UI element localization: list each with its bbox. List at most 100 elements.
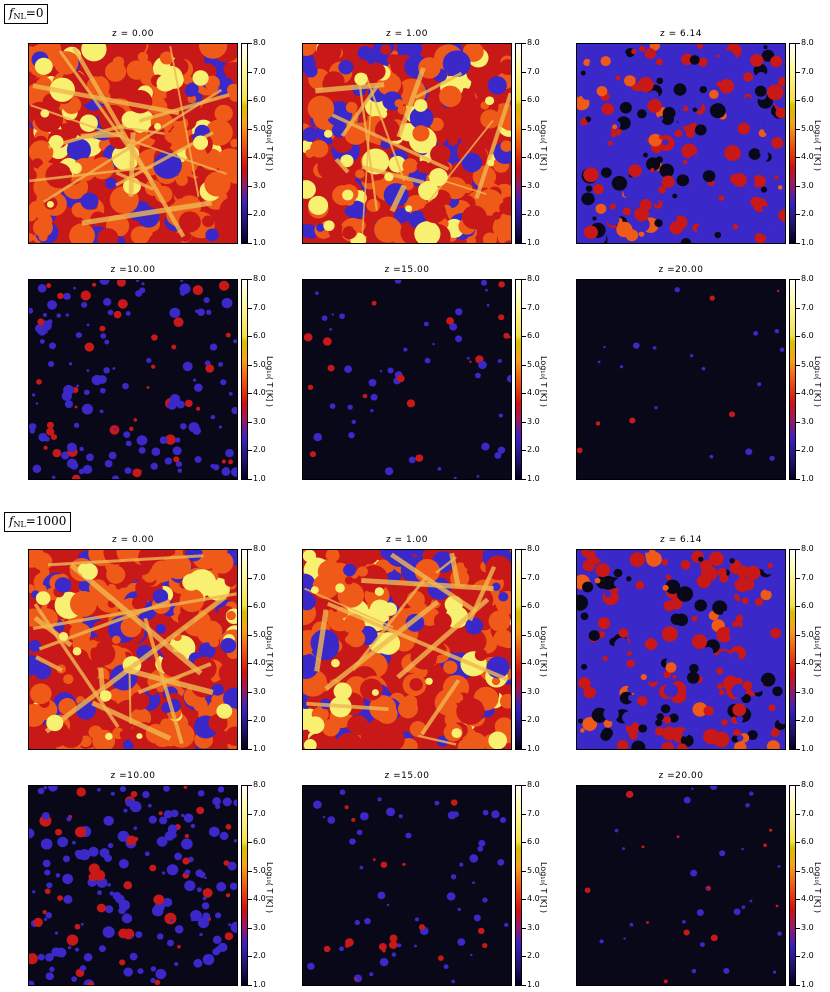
colorbar-axis-label: Log₁₀( T [K] ) bbox=[813, 356, 822, 407]
colorbar-tick-label: 3.0 bbox=[527, 416, 540, 426]
colorbar-tick bbox=[522, 100, 526, 102]
colorbar-axis-label: Log₁₀( T [K] ) bbox=[813, 120, 822, 171]
colorbar-tick bbox=[248, 307, 252, 309]
colorbar-tick-label: 5.0 bbox=[253, 359, 266, 369]
colorbar-tick-label: 8.0 bbox=[801, 274, 814, 283]
colorbar-tick bbox=[522, 663, 526, 665]
colorbar-tick-label: 1.0 bbox=[253, 474, 266, 483]
map-panel: z =15.00 8.0 7.0 6.0 5.0 4.0 3.0 2.0 1.0 Log₁₀( T… bbox=[302, 771, 560, 989]
colorbar-tick bbox=[796, 899, 800, 901]
temperature-map-image bbox=[28, 549, 238, 750]
section-label-fnl-0: fNL=0 bbox=[4, 4, 49, 24]
colorbar-tick-label: 4.0 bbox=[253, 658, 266, 668]
colorbar-tick bbox=[796, 813, 800, 815]
map-panel: z =20.00 8.0 7.0 6.0 5.0 4.0 3.0 2.0 1.0 Log₁₀( T… bbox=[576, 771, 830, 989]
panel-title: z =20.00 bbox=[658, 771, 704, 781]
colorbar-tick-label: 6.0 bbox=[253, 95, 266, 105]
map-panel: z = 6.14 8.0 7.0 6.0 5.0 4.0 3.0 2.0 1.0 Log₁₀( T… bbox=[576, 535, 830, 753]
colorbar-tick-label: 5.0 bbox=[801, 123, 814, 133]
colorbar-tick-label: 6.0 bbox=[801, 601, 814, 611]
colorbar-tick bbox=[248, 100, 252, 102]
colorbar-tick-label: 4.0 bbox=[801, 894, 814, 904]
colorbar-tick-label: 7.0 bbox=[253, 572, 266, 582]
colorbar-tick bbox=[248, 479, 252, 480]
colorbar-tick-label: 8.0 bbox=[527, 780, 540, 789]
colorbar-tick bbox=[522, 71, 526, 73]
colorbar-tick bbox=[796, 243, 800, 244]
colorbar-tick bbox=[522, 956, 526, 958]
colorbar-tick-label: 3.0 bbox=[801, 180, 814, 190]
colorbar-tick-label: 5.0 bbox=[253, 629, 266, 639]
colorbar-tick-label: 1.0 bbox=[253, 980, 266, 989]
colorbar-tick-label: 1.0 bbox=[253, 238, 266, 247]
colorbar-tick bbox=[248, 691, 252, 693]
colorbar-tick bbox=[522, 128, 526, 130]
colorbar-tick bbox=[248, 71, 252, 73]
colorbar-tick bbox=[796, 336, 800, 338]
colorbar-tick-label: 2.0 bbox=[253, 445, 266, 455]
colorbar-tick-label: 7.0 bbox=[527, 572, 540, 582]
colorbar-axis-label: Log₁₀( T [K] ) bbox=[265, 626, 274, 677]
colorbar-tick bbox=[796, 71, 800, 73]
colorbar-tick-label: 4.0 bbox=[801, 152, 814, 162]
colorbar-axis-label: Log₁₀( T [K] ) bbox=[539, 862, 548, 913]
colorbar-tick bbox=[522, 785, 526, 786]
colorbar-tick bbox=[796, 100, 800, 102]
colorbar-tick bbox=[796, 307, 800, 309]
colorbar-tick bbox=[522, 606, 526, 608]
colorbar-tick bbox=[796, 956, 800, 958]
colorbar-tick bbox=[796, 577, 800, 579]
colorbar-tick bbox=[796, 128, 800, 130]
colorbar-tick-label: 8.0 bbox=[527, 544, 540, 553]
colorbar-axis-label: Log₁₀( T [K] ) bbox=[265, 356, 274, 407]
panel-title: z = 6.14 bbox=[659, 535, 703, 545]
colorbar bbox=[241, 43, 248, 244]
colorbar-tick bbox=[522, 927, 526, 929]
colorbar-tick bbox=[796, 421, 800, 423]
colorbar-tick bbox=[248, 985, 252, 986]
colorbar-tick-label: 4.0 bbox=[253, 388, 266, 398]
colorbar-tick bbox=[522, 336, 526, 338]
colorbar-tick bbox=[522, 279, 526, 280]
panel-title: z = 0.00 bbox=[111, 535, 155, 545]
colorbar-tick bbox=[522, 43, 526, 44]
colorbar-tick-label: 6.0 bbox=[253, 601, 266, 611]
colorbar-tick-label: 6.0 bbox=[253, 331, 266, 341]
colorbar-tick bbox=[796, 785, 800, 786]
map-panel: z =10.00 8.0 7.0 6.0 5.0 4.0 3.0 2.0 1.0 Log₁₀( T… bbox=[28, 771, 286, 989]
colorbar bbox=[515, 785, 522, 986]
colorbar-tick-label: 8.0 bbox=[253, 38, 266, 47]
colorbar-tick bbox=[248, 549, 252, 550]
colorbar-tick bbox=[248, 663, 252, 665]
colorbar-tick-label: 7.0 bbox=[253, 808, 266, 818]
colorbar-tick-label: 7.0 bbox=[527, 66, 540, 76]
colorbar-tick-label: 2.0 bbox=[801, 951, 814, 961]
colorbar-tick-label: 5.0 bbox=[527, 629, 540, 639]
colorbar-tick-label: 4.0 bbox=[801, 658, 814, 668]
colorbar-tick bbox=[522, 157, 526, 159]
colorbar-tick bbox=[796, 549, 800, 550]
colorbar-tick-label: 3.0 bbox=[527, 686, 540, 696]
colorbar-tick-label: 1.0 bbox=[801, 980, 814, 989]
colorbar-tick bbox=[522, 185, 526, 187]
colorbar-tick bbox=[522, 842, 526, 844]
colorbar-tick bbox=[796, 157, 800, 159]
colorbar-tick-label: 6.0 bbox=[527, 837, 540, 847]
colorbar-tick-label: 8.0 bbox=[801, 544, 814, 553]
colorbar-tick bbox=[522, 720, 526, 722]
colorbar-tick-label: 1.0 bbox=[527, 744, 540, 753]
colorbar-tick-label: 4.0 bbox=[527, 894, 540, 904]
colorbar-tick bbox=[248, 243, 252, 244]
map-panel: z = 1.00 8.0 7.0 6.0 5.0 4.0 3.0 2.0 1.0 Log₁₀( T… bbox=[302, 29, 560, 247]
colorbar-tick bbox=[796, 842, 800, 844]
colorbar-tick bbox=[522, 479, 526, 480]
temperature-map-image bbox=[302, 549, 512, 750]
colorbar-tick-label: 1.0 bbox=[801, 474, 814, 483]
colorbar-tick bbox=[248, 421, 252, 423]
map-panel: z = 0.00 8.0 7.0 6.0 5.0 4.0 3.0 2.0 1.0 Log₁₀( T… bbox=[28, 535, 286, 753]
colorbar-tick-label: 6.0 bbox=[801, 331, 814, 341]
temperature-map-image bbox=[576, 43, 786, 244]
colorbar-tick bbox=[796, 185, 800, 187]
colorbar-tick bbox=[248, 870, 252, 872]
colorbar-tick bbox=[796, 393, 800, 395]
